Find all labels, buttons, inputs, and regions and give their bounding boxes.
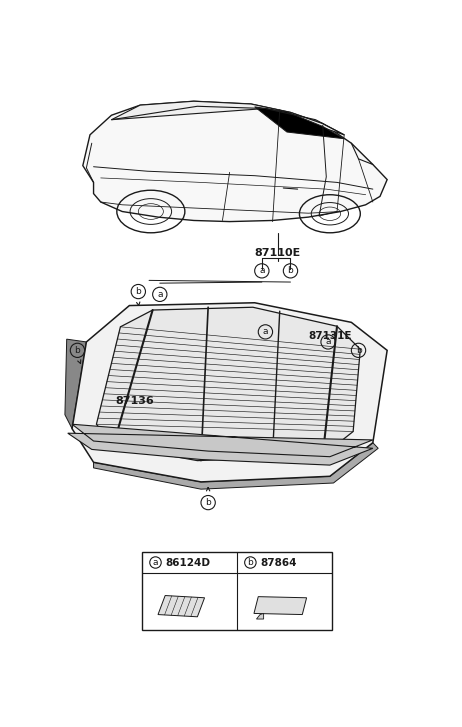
Polygon shape xyxy=(254,597,307,614)
Text: b: b xyxy=(135,287,141,296)
Polygon shape xyxy=(158,595,205,616)
Text: b: b xyxy=(248,558,253,567)
Polygon shape xyxy=(83,101,387,222)
Text: 86124D: 86124D xyxy=(165,558,210,568)
Text: 87136: 87136 xyxy=(115,395,154,406)
Polygon shape xyxy=(93,443,378,489)
Polygon shape xyxy=(65,339,86,429)
Text: 87131E: 87131E xyxy=(309,332,352,342)
Text: b: b xyxy=(288,266,293,276)
Text: b: b xyxy=(205,498,211,507)
Polygon shape xyxy=(256,614,264,619)
Text: 87864: 87864 xyxy=(260,558,297,568)
Text: b: b xyxy=(356,346,361,355)
Polygon shape xyxy=(72,302,387,482)
Text: a: a xyxy=(259,266,265,276)
Polygon shape xyxy=(111,101,344,134)
Bar xyxy=(142,552,332,630)
Polygon shape xyxy=(68,425,373,465)
Text: a: a xyxy=(153,558,158,567)
Text: 87110E: 87110E xyxy=(255,248,301,258)
Text: a: a xyxy=(263,327,268,337)
Text: b: b xyxy=(74,346,80,355)
Polygon shape xyxy=(97,308,360,461)
Text: a: a xyxy=(325,337,331,347)
Text: a: a xyxy=(157,290,163,299)
Polygon shape xyxy=(255,107,344,139)
